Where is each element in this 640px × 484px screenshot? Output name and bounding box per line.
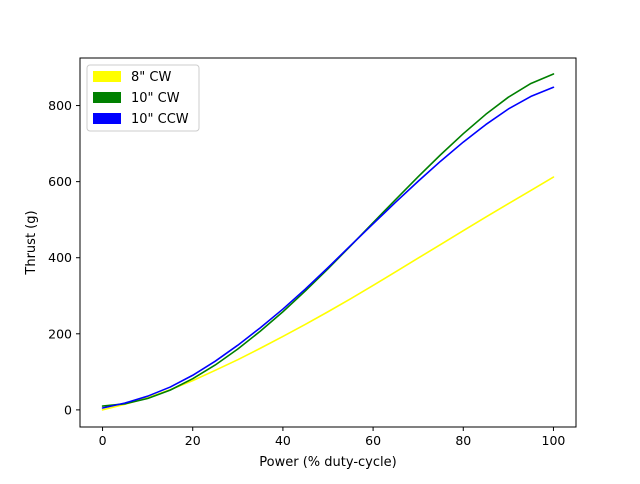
x-tick-label: 0 (99, 433, 107, 448)
legend-label-0: 8" CW (131, 70, 171, 85)
y-tick-label: 0 (64, 402, 72, 417)
x-tick-label: 100 (542, 433, 566, 448)
series-line-2 (101, 86, 555, 409)
x-tick-label: 40 (275, 433, 291, 448)
y-tick-label: 800 (48, 98, 72, 113)
y-axis-label: Thrust (g) (24, 210, 39, 275)
legend-swatch-0 (93, 71, 121, 82)
series-line-1 (101, 73, 555, 407)
legend-label-2: 10" CCW (131, 112, 189, 127)
x-axis-label: Power (% duty-cycle) (259, 455, 396, 470)
y-tick-label: 400 (48, 250, 72, 265)
x-tick-label: 60 (365, 433, 381, 448)
series-layer (101, 73, 555, 411)
y-tick-label: 200 (48, 326, 72, 341)
axes-layer: 0 20 40 60 80 100 0 200 400 600 800 (48, 57, 577, 448)
x-tick-label: 80 (455, 433, 471, 448)
legend-swatch-1 (93, 92, 121, 103)
legend-label-1: 10" CW (131, 91, 180, 106)
legend-swatch-2 (93, 113, 121, 124)
axes-frame (79, 57, 577, 428)
y-tick-label: 600 (48, 174, 72, 189)
x-tick-label: 20 (185, 433, 201, 448)
legend: 8" CW 10" CW 10" CCW (86, 64, 200, 132)
